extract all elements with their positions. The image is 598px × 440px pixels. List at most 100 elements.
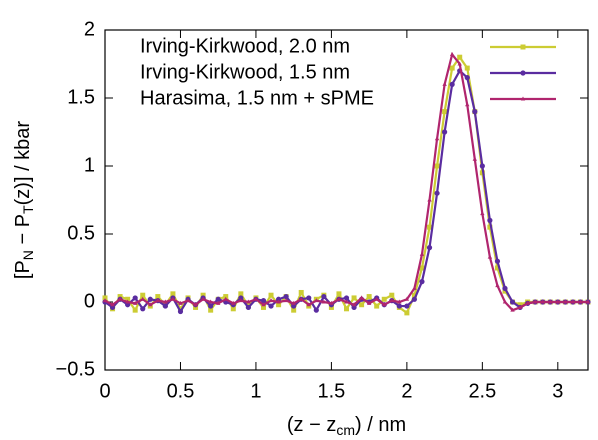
series-marker <box>359 302 365 308</box>
series-marker <box>102 298 108 303</box>
series-marker <box>570 299 576 304</box>
series-marker <box>411 296 418 302</box>
series-marker <box>457 54 463 60</box>
plot-frame <box>104 29 589 371</box>
series-marker <box>177 306 183 312</box>
series-marker <box>193 304 199 310</box>
series-marker <box>472 156 477 161</box>
series-marker <box>509 299 516 305</box>
x-tick-label: 2.5 <box>468 380 496 402</box>
y-tick-label: 1.5 <box>67 86 95 108</box>
legend-label: Irving-Kirkwood, 2.0 nm <box>140 35 350 57</box>
series-marker <box>449 51 455 56</box>
series-marker <box>238 298 244 303</box>
x-tick-label: 1 <box>250 380 261 402</box>
series-marker <box>427 197 432 202</box>
series-marker <box>540 299 545 304</box>
series-marker <box>231 300 236 305</box>
series-marker <box>162 303 168 309</box>
series-marker <box>328 304 334 310</box>
series-marker <box>344 299 349 304</box>
series-marker <box>495 283 500 288</box>
series-marker <box>510 307 515 312</box>
series-marker <box>344 306 349 312</box>
series-marker <box>329 300 334 305</box>
series-marker <box>464 75 470 81</box>
series-marker <box>502 285 508 291</box>
series-marker <box>125 296 131 302</box>
series-marker <box>336 291 342 297</box>
series-marker <box>494 258 501 264</box>
series-marker <box>374 303 380 309</box>
y-axis-label-part: N <box>20 250 36 260</box>
series-marker <box>397 299 402 304</box>
series-marker <box>291 300 296 305</box>
series-marker <box>268 303 274 309</box>
series-marker <box>238 295 244 301</box>
x-tick-label: 1.5 <box>318 380 346 402</box>
x-axis-label-part: ) / nm <box>355 414 406 436</box>
series-marker <box>359 295 364 300</box>
series-marker <box>147 296 153 302</box>
series-marker <box>366 300 372 305</box>
series-marker <box>434 136 440 141</box>
series-marker <box>132 307 138 313</box>
series-marker <box>525 300 530 305</box>
series-marker <box>268 292 274 298</box>
series-marker <box>132 300 138 305</box>
series-marker <box>487 224 493 230</box>
series-marker <box>427 224 433 230</box>
x-tick-label: 3 <box>552 380 563 402</box>
series-marker <box>193 302 198 307</box>
series-marker <box>268 298 274 303</box>
series-marker <box>276 302 282 308</box>
y-tick-label: 2 <box>84 18 95 40</box>
series-marker <box>442 129 448 135</box>
series-marker <box>548 299 553 304</box>
series-marker <box>178 300 183 305</box>
series-marker <box>261 302 266 307</box>
series-marker <box>216 300 221 305</box>
series-marker <box>389 298 394 303</box>
series-marker <box>487 217 493 223</box>
series-marker <box>299 296 304 301</box>
series-marker <box>163 299 168 304</box>
y-tick-label: 0.5 <box>67 222 95 244</box>
legend-marker <box>520 96 526 101</box>
series-marker <box>411 292 417 298</box>
series-marker <box>140 296 145 301</box>
series-marker <box>404 303 410 309</box>
y-axis-label-part: − P <box>12 214 34 250</box>
series-marker <box>200 292 206 298</box>
series-marker <box>170 291 176 297</box>
series-marker <box>283 298 289 303</box>
series-marker <box>555 299 561 304</box>
series-marker <box>457 61 462 66</box>
series-marker <box>246 299 251 304</box>
series-marker <box>404 296 410 301</box>
y-axis-label-part: [P <box>12 260 34 279</box>
series-marker <box>298 289 304 295</box>
series-marker <box>276 299 281 304</box>
series-marker <box>374 296 379 301</box>
series-marker <box>125 299 130 304</box>
series-marker <box>223 294 229 300</box>
legend-label: Irving-Kirkwood, 1.5 nm <box>140 61 350 83</box>
series-marker <box>464 65 470 71</box>
series-marker <box>223 296 228 301</box>
series-marker <box>465 102 470 107</box>
series-marker <box>155 298 161 303</box>
series-marker <box>215 296 221 302</box>
series-marker <box>260 298 267 304</box>
series-marker <box>449 81 455 87</box>
series-marker <box>102 295 108 301</box>
series-marker <box>419 265 425 271</box>
series-marker <box>494 265 500 271</box>
y-axis-label: [PN − PT(z)] / kbar <box>12 121 35 280</box>
series-marker <box>532 299 538 304</box>
series-marker <box>419 279 425 285</box>
series-marker <box>366 294 372 300</box>
series-marker <box>404 310 410 316</box>
series-marker <box>563 299 568 304</box>
